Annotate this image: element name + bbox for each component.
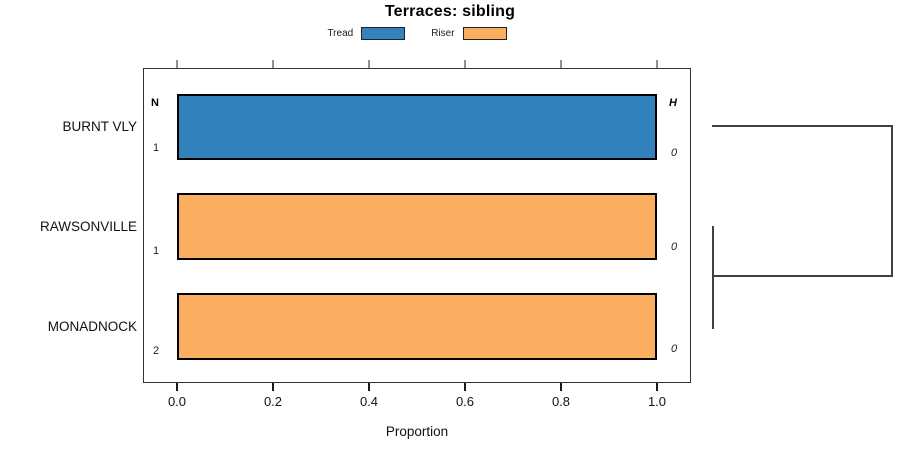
x-axis-tick-label: 0.6 [455,394,475,409]
n-value-rawsonville: 1 [153,245,160,257]
n-column-header: N [151,97,159,109]
n-value-monadnock: 2 [153,345,160,357]
bar-rawsonville [177,193,657,260]
legend-swatch-tread [361,26,406,40]
x-axis-tick-label: 1.0 [647,394,667,409]
x-axis-top-tick [560,60,562,68]
category-label-rawsonville: RAWSONVILLE [39,219,137,234]
x-axis-top-tick [272,60,274,68]
legend-label-tread: Tread [327,27,354,39]
x-axis-tick-label: 0.2 [263,394,283,409]
h-value-rawsonville: 0 [671,241,678,253]
legend-item-riser: Riser [431,26,507,40]
h-value-burnt-vly: 0 [671,147,678,159]
x-axis-tick [464,383,466,391]
x-axis-tick-label: 0.0 [167,394,187,409]
bar-monadnock [177,293,657,360]
x-axis-top-tick [656,60,658,68]
n-value-burnt-vly: 1 [153,142,160,154]
x-axis-tick [560,383,562,391]
legend: Tread Riser [143,25,691,41]
dendrogram-branch-cluster [712,275,893,277]
legend-swatch-riser [462,26,507,40]
x-axis-title: Proportion [385,424,449,439]
dendrogram-branch-burnt-vly [712,125,893,127]
legend-item-tread: Tread [327,26,406,40]
dendrogram-join-root [891,125,893,277]
x-axis-tick [176,383,178,391]
x-axis-tick-label: 0.8 [551,394,571,409]
x-axis-top-tick [464,60,466,68]
category-label-monadnock: MONADNOCK [47,319,137,334]
category-label-burnt-vly: BURNT VLY [62,119,137,134]
x-axis-tick [272,383,274,391]
chart-title: Terraces: sibling [384,3,516,20]
x-axis-tick-label: 0.4 [359,394,379,409]
h-value-monadnock: 0 [671,343,678,355]
x-axis-tick [656,383,658,391]
bar-burnt-vly [177,94,657,160]
x-axis-tick [368,383,370,391]
h-column-header: H [669,97,677,109]
dendrogram-join-raw-mon [712,226,714,329]
x-axis-top-tick [368,60,370,68]
legend-label-riser: Riser [431,27,455,39]
x-axis-top-tick [176,60,178,68]
